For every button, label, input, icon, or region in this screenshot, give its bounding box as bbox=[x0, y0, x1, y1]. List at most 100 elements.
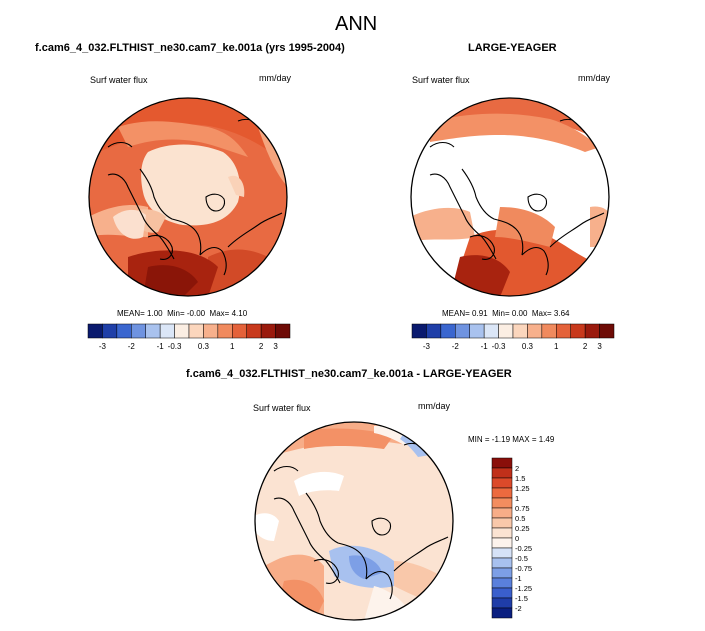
panel1-colorbar-tick-label: 0.3 bbox=[198, 342, 210, 351]
panel1-colorbar-color-box bbox=[217, 323, 233, 339]
panel1-case-title: f.cam6_4_032.FLTHIST_ne30.cam7_ke.001a (… bbox=[35, 42, 345, 54]
panel3-colorbar-color-box bbox=[491, 457, 513, 469]
panel3-colorbar-color-box bbox=[491, 597, 513, 609]
panel3-colorbar-tick-label: -1 bbox=[515, 574, 522, 583]
panel1-colorbar-color-box bbox=[145, 323, 161, 339]
panel2-colorbar-tick-label: 2 bbox=[583, 342, 588, 351]
panel2-colorbar-color-box bbox=[599, 323, 615, 339]
panel1-colorbar-tick-label: -0.3 bbox=[168, 342, 182, 351]
panel3-colorbar-tick-label: -0.5 bbox=[515, 554, 528, 563]
panel1-polar-map bbox=[88, 97, 288, 297]
panel1-colorbar-tick-label: 2 bbox=[259, 342, 264, 351]
panel3-min-value: -1.19 bbox=[491, 435, 511, 444]
panel3-colorbar-tick-label: 0.75 bbox=[515, 504, 530, 513]
panel2-colorbar-tick-label: -0.3 bbox=[492, 342, 506, 351]
panel2-colorbar: -3 -2 -1 -0.3 0.3 1 2 3 bbox=[411, 323, 615, 351]
panel1-colorbar-tick-label: 1 bbox=[230, 342, 235, 351]
panel3-min-label: MIN = bbox=[468, 435, 490, 444]
panel2-colorbar-color-box bbox=[440, 323, 456, 339]
panel3-colorbar: 21.51.2510.750.50.250-0.25-0.5-0.75-1-1.… bbox=[491, 457, 532, 619]
panel2-colorbar-color-box bbox=[469, 323, 485, 339]
panel2-polar-map bbox=[410, 97, 610, 297]
panel1-variable-label: Surf water flux bbox=[90, 75, 148, 85]
panel3-variable-label: Surf water flux bbox=[253, 403, 311, 413]
panel3-colorbar-color-box bbox=[491, 497, 513, 509]
panel3-max-value: 1.49 bbox=[538, 435, 555, 444]
panel1-max-label: Max= bbox=[209, 309, 230, 318]
panel1-colorbar-tick-label: -3 bbox=[99, 342, 107, 351]
panel3-units-label: mm/day bbox=[418, 401, 451, 411]
panel3-difference-map bbox=[254, 421, 454, 621]
panel1-colorbar-color-box bbox=[275, 323, 291, 339]
panel3-colorbar-color-box bbox=[491, 557, 513, 569]
panel3-colorbar-tick-label: 0.5 bbox=[515, 514, 525, 523]
panel2-colorbar-tick-label: 3 bbox=[597, 342, 602, 351]
panel2-colorbar-color-box bbox=[584, 323, 600, 339]
panel1-colorbar-color-box bbox=[102, 323, 118, 339]
panel1-colorbar-color-box bbox=[260, 323, 276, 339]
panel2-mean-value: 0.91 bbox=[472, 309, 488, 318]
panel2-colorbar-tick-label: -2 bbox=[452, 342, 460, 351]
panel3-colorbar-tick-label: 1.25 bbox=[515, 484, 530, 493]
panel1-colorbar-color-box bbox=[116, 323, 132, 339]
panel3-colorbar-color-box bbox=[491, 467, 513, 479]
panel2-colorbar-color-box bbox=[483, 323, 499, 339]
panel1-colorbar-color-box bbox=[203, 323, 219, 339]
panel2-stats: MEAN= 0.91 Min= 0.00 Max= 3.64 bbox=[442, 309, 570, 318]
panel3-colorbar-tick-label: 0.25 bbox=[515, 524, 530, 533]
panel2-max-label: Max= bbox=[531, 309, 552, 318]
panel1-min-value: -0.00 bbox=[186, 309, 206, 318]
panel3-colorbar-color-box bbox=[491, 607, 513, 619]
panel1-colorbar-color-box bbox=[232, 323, 247, 339]
panel3-colorbar-color-box bbox=[491, 487, 513, 499]
panel3-colorbar-tick-label: -2 bbox=[515, 604, 522, 613]
panel2-colorbar-color-box bbox=[570, 323, 586, 339]
panel2-colorbar-color-box bbox=[512, 323, 528, 339]
panel3-colorbar-color-box bbox=[491, 527, 513, 539]
panel2-colorbar-color-box bbox=[556, 323, 571, 339]
panel1-units-label: mm/day bbox=[259, 73, 292, 83]
panel1-colorbar-tick-label: 3 bbox=[273, 342, 278, 351]
panel1-colorbar-tick-label: -2 bbox=[128, 342, 136, 351]
panel3-colorbar-tick-label: -1.25 bbox=[515, 584, 532, 593]
panel2-max-value: 3.64 bbox=[553, 309, 570, 318]
panel2-colorbar-color-box bbox=[498, 323, 514, 339]
panel3-colorbar-tick-label: -1.5 bbox=[515, 594, 528, 603]
panel3-colorbar-tick-label: 1 bbox=[515, 494, 519, 503]
main-title: ANN bbox=[335, 13, 378, 35]
panel1-colorbar-color-box bbox=[174, 323, 190, 339]
panel1-mean-value: 1.00 bbox=[147, 309, 163, 318]
panel3-colorbar-color-box bbox=[491, 587, 513, 599]
panel2-colorbar-color-box bbox=[455, 323, 470, 339]
panel3-colorbar-color-box bbox=[491, 517, 513, 529]
panel2-mean-label: MEAN= bbox=[442, 309, 470, 318]
panel2-colorbar-color-box bbox=[541, 323, 557, 339]
panel1-mean-label: MEAN= bbox=[117, 309, 145, 318]
panel3-colorbar-tick-label: 1.5 bbox=[515, 474, 525, 483]
panel1-colorbar: -3 -2 -1 -0.3 0.3 1 2 3 bbox=[87, 323, 291, 351]
panel1-max-value: 4.10 bbox=[231, 309, 248, 318]
panel2-units-label: mm/day bbox=[578, 73, 611, 83]
panel1-colorbar-color-box bbox=[246, 323, 262, 339]
panel1-colorbar-color-box bbox=[131, 323, 146, 339]
panel3-colorbar-color-box bbox=[491, 537, 513, 549]
panel2-min-label: Min= bbox=[492, 309, 510, 318]
panel1-colorbar-color-box bbox=[159, 323, 175, 339]
panel1-stats: MEAN= 1.00 Min= -0.00 Max= 4.10 bbox=[117, 309, 247, 318]
panel3-colorbar-tick-label: -0.25 bbox=[515, 544, 532, 553]
panel3-colorbar-tick-label: 0 bbox=[515, 534, 519, 543]
panel3-colorbar-color-box bbox=[491, 567, 513, 579]
panel2-colorbar-tick-label: 0.3 bbox=[522, 342, 534, 351]
panel3-colorbar-color-box bbox=[491, 507, 513, 519]
panel3-colorbar-color-box bbox=[491, 577, 513, 589]
panel3-colorbar-tick-label: -0.75 bbox=[515, 564, 532, 573]
panel2-colorbar-tick-label: -1 bbox=[481, 342, 489, 351]
panel2-colorbar-tick-label: -3 bbox=[423, 342, 431, 351]
panel2-colorbar-tick-label: 1 bbox=[554, 342, 559, 351]
panel3-stats: MIN = -1.19 MAX = 1.49 bbox=[468, 435, 554, 444]
panel3-colorbar-tick-label: 2 bbox=[515, 464, 519, 473]
panel2-colorbar-color-box bbox=[527, 323, 543, 339]
panel1-colorbar-color-box bbox=[188, 323, 204, 339]
panel2-colorbar-color-box bbox=[426, 323, 442, 339]
panel3-colorbar-color-box bbox=[491, 547, 513, 559]
